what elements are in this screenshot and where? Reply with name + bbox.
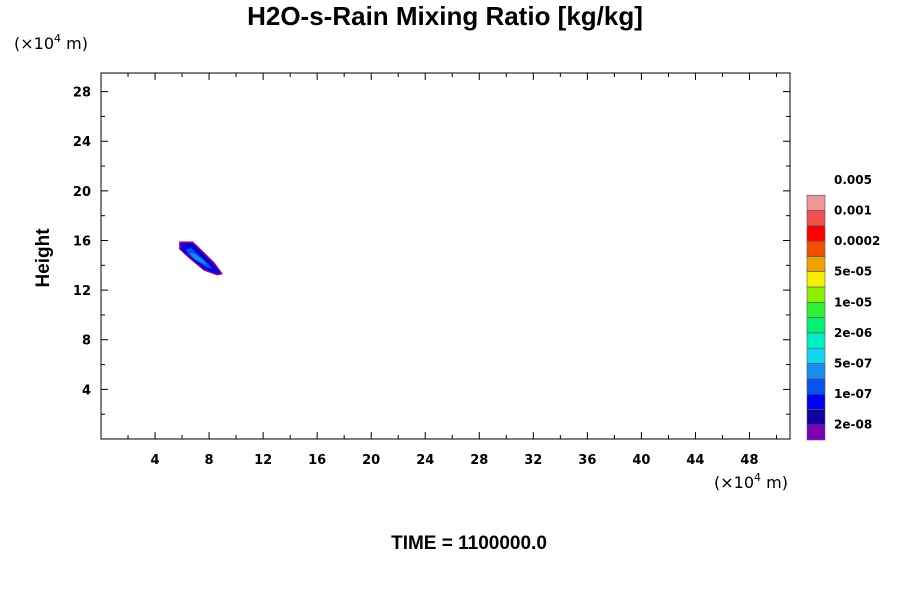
colorbar-swatch (806, 378, 826, 395)
y-tick-label: 20 (73, 185, 91, 200)
colorbar-label: 1e-05 (834, 295, 872, 309)
colorbar-swatch (806, 363, 826, 380)
x-tick-label: 20 (362, 453, 380, 468)
y-axis-ticks: 4 8 12 16 20 24 28 (73, 86, 790, 415)
y-tick-label: 12 (73, 284, 91, 299)
x-tick-label: 40 (632, 453, 650, 468)
colorbar-swatch (806, 317, 826, 334)
time-label: TIME = 1100000.0 (391, 533, 547, 554)
y-axis-unit-exponent: 4 (54, 32, 61, 45)
data-regions (179, 241, 224, 276)
contour-region-4 (189, 252, 207, 265)
colorbar-label: 0.005 (834, 173, 872, 187)
plot-frame (100, 72, 791, 440)
colorbar: 2e-08 1e-07 5e-07 2e-06 1e-05 5e-05 0.0002 0.00… (806, 173, 880, 441)
y-axis-unit-prefix: (×10 (14, 34, 54, 53)
colorbar-swatch (806, 210, 826, 227)
colorbar-swatch (806, 301, 826, 318)
y-axis-unit: (×104 m) (14, 32, 88, 53)
colorbar-swatch (806, 409, 826, 425)
colorbar-swatch (806, 194, 826, 211)
colorbar-label: 0.0002 (834, 234, 880, 248)
x-axis-unit-exponent: 4 (754, 471, 761, 484)
x-tick-label: 48 (740, 453, 758, 468)
x-axis-unit-prefix: (×10 (714, 473, 754, 492)
x-tick-label: 32 (524, 453, 542, 468)
colorbar-label: 1e-07 (834, 387, 872, 401)
x-tick-label: 24 (416, 453, 434, 468)
x-axis-unit: (×104 m) (714, 471, 788, 492)
colorbar-swatch (806, 332, 826, 349)
x-tick-label: 36 (578, 453, 596, 468)
colorbar-label: 2e-06 (834, 326, 872, 340)
colorbar-label: 2e-08 (834, 418, 872, 432)
y-axis-label: Height (33, 228, 54, 288)
y-axis-unit-suffix: m) (61, 34, 88, 53)
x-tick-label: 12 (254, 453, 272, 468)
colorbar-swatch (806, 393, 826, 410)
y-tick-label: 8 (82, 334, 91, 349)
colorbar-swatch (806, 347, 826, 364)
x-tick-label: 4 (151, 453, 160, 468)
colorbar-swatch (806, 225, 826, 242)
colorbar-swatch (806, 240, 826, 257)
x-tick-label: 28 (470, 453, 488, 468)
y-tick-label: 4 (82, 383, 91, 398)
colorbar-label: 0.001 (834, 204, 872, 218)
x-axis-unit-suffix: m) (761, 473, 788, 492)
colorbar-label: 5e-07 (834, 357, 872, 371)
colorbar-swatch (806, 271, 826, 288)
colorbar-swatch (806, 424, 826, 441)
y-tick-label: 28 (73, 86, 91, 101)
x-tick-label: 8 (205, 453, 214, 468)
x-axis-ticks: 4 8 12 16 20 24 28 32 36 40 44 48 (127, 73, 777, 468)
chart-title: H2O-s-Rain Mixing Ratio [kg/kg] (247, 1, 643, 31)
colorbar-swatch (806, 256, 826, 272)
colorbar-swatch (806, 286, 826, 303)
y-tick-label: 16 (73, 234, 91, 249)
x-tick-label: 16 (308, 453, 326, 468)
colorbar-label: 5e-05 (834, 265, 872, 279)
x-tick-label: 44 (686, 453, 704, 468)
y-tick-label: 24 (73, 135, 91, 150)
